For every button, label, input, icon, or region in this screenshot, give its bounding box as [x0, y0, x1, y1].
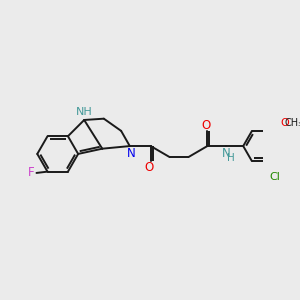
Text: O: O [280, 118, 289, 128]
Text: CH₃: CH₃ [285, 118, 300, 128]
Text: N: N [126, 147, 135, 160]
Text: NH: NH [76, 107, 93, 117]
Text: F: F [27, 167, 34, 179]
Text: O: O [201, 118, 211, 132]
Text: H: H [227, 153, 235, 164]
Text: O: O [145, 160, 154, 173]
Text: Cl: Cl [270, 172, 280, 182]
Text: N: N [221, 147, 230, 161]
